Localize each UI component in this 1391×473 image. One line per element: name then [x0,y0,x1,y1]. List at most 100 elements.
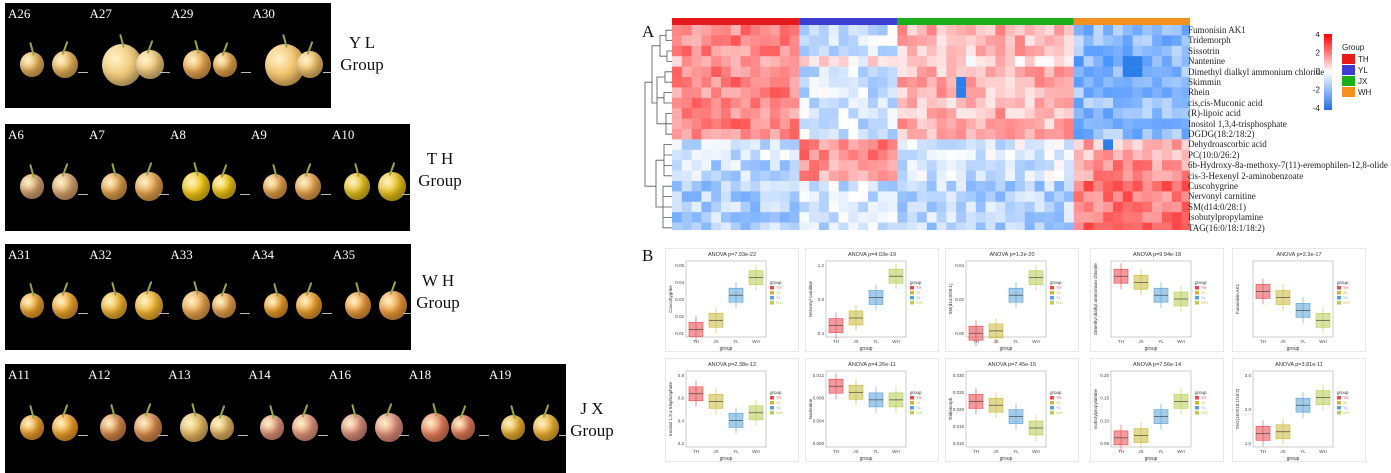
heatmap-cell [848,129,859,140]
heatmap-cell [1034,66,1045,78]
heatmap-cell [1152,118,1163,130]
heatmap-cell [1054,139,1065,151]
heatmap-cell [1044,45,1055,57]
fruit-image [182,291,211,321]
heatmap-cell [985,149,996,161]
heatmap-row-label: PC(10:0/26:2) [1188,149,1240,160]
heatmap-cell [730,108,741,119]
y-tick-label: 0.01 [675,331,684,336]
sample-label: A31 [8,247,31,262]
heatmap-cell [858,212,869,223]
heatmap-cell [966,222,977,230]
legend-swatch [1195,411,1199,415]
heatmap-cell [701,160,712,171]
scale-bar [78,193,88,195]
heatmap-cell [721,222,732,230]
heatmap-cell [1093,129,1104,140]
x-tick-label: TH [833,449,839,454]
heatmap-cell [946,129,957,140]
heatmap-cell [750,77,761,88]
heatmap-cell [1103,108,1114,119]
x-tick-label: YL [1013,339,1019,344]
heatmap-cell [858,170,869,182]
heatmap-cell [1083,181,1094,192]
heatmap-cell [672,149,683,161]
heatmap-cell [1073,56,1084,67]
fruit-image [344,172,370,200]
heatmap-cell [789,212,800,223]
boxplot: ANOVA p=2.3e-17 Fumonisin AK1 TH JX YL WH grou… [1232,248,1366,352]
heatmap-cell [1122,170,1133,182]
heatmap-cell [770,129,781,140]
boxplot: ANOVA p=2.38e-12 0.8 0.6 0.4 0.2 Inositol 1,3… [665,358,799,462]
heatmap-cell [730,191,741,203]
legend-label: JX [916,290,921,295]
heatmap-row-label: Dimethyl dialkyl ammonium chloride [1188,66,1325,77]
heatmap-cell [721,118,732,130]
legend-swatch [1337,396,1341,400]
y-tick-label: 0.10 [1100,418,1109,423]
dendrogram-branch [655,159,664,208]
heatmap-cell [1024,201,1035,213]
heatmap-cell [946,118,957,130]
heatmap-cell [897,201,908,213]
heatmap-cell [701,118,712,130]
heatmap-cell [721,191,732,203]
heatmap-cell [721,160,732,171]
heatmap-cell [877,35,888,47]
fruit-image [52,50,78,78]
legend-label: TH [916,395,921,400]
heatmap-cell [1122,87,1133,99]
heatmap-cell [1181,56,1190,67]
dendrogram-branch [663,144,672,177]
heatmap-cell [681,45,692,57]
heatmap-cell [975,160,986,171]
heatmap-cell [907,25,918,36]
heatmap-cell [858,66,869,78]
heatmap-cell [936,118,947,130]
heatmap-cell [1122,35,1133,47]
heatmap-cell [819,181,830,192]
legend-swatch-th [1342,54,1355,64]
legend-label: JX [1056,290,1061,295]
legend-swatch [1337,411,1341,415]
heatmap-cell [946,87,957,99]
heatmap-cell [740,181,751,192]
heatmap-cell [1142,108,1153,119]
heatmap-cell [740,108,751,119]
heatmap-cell [799,149,810,161]
heatmap-cell [1142,201,1153,213]
heatmap-cell [1083,201,1094,213]
legend-label: YL [1343,405,1349,410]
heatmap-cell [917,45,928,57]
heatmap-cell [868,35,879,47]
heatmap-cell [740,97,751,109]
heatmap-cell [809,118,820,130]
heatmap-cell [966,160,977,171]
legend-swatch [1337,406,1341,410]
heatmap-cell [1005,108,1016,119]
heatmap-cell [691,87,702,99]
scale-tick-label: 4 [1316,32,1321,39]
fruit-image [295,172,321,200]
y-axis-label: TAG(16:0/18:1/18:2) [1235,388,1240,429]
sample-label: A30 [252,6,275,21]
heatmap-cell [779,56,790,67]
heatmap-cell [936,201,947,213]
heatmap-cell [711,45,722,57]
heatmap-cell [966,108,977,119]
heatmap-cell [730,129,741,140]
x-tick-label: JX [853,339,858,344]
group-bar-yl [799,18,898,25]
heatmap-cell [1015,149,1026,161]
heatmap-cell [672,212,683,223]
heatmap-cell [1093,45,1104,57]
heatmap-cell [975,35,986,47]
heatmap-cell [1005,149,1016,161]
heatmap-cell [779,212,790,223]
heatmap-cell [809,181,820,192]
y-tick-label: 0.4 [678,418,685,423]
heatmap-cell [1064,45,1075,57]
heatmap-cell [701,108,712,119]
heatmap-cell [1015,87,1026,99]
